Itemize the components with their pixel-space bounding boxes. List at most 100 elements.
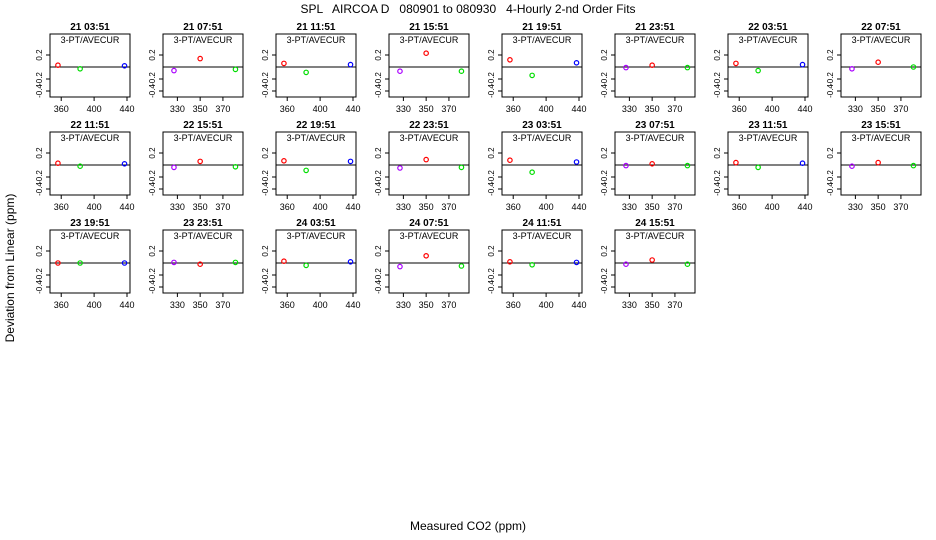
data-point — [77, 66, 83, 72]
y-tick-label: -0.2 — [487, 170, 496, 184]
y-tick-label: 0.2 — [826, 49, 835, 61]
data-point — [623, 261, 629, 268]
panel-frame — [275, 229, 357, 294]
panel: 21 07:51 3-PT/AVECUR -0.4-0.2 0.2 330 350 370 — [148, 22, 244, 114]
panel-method-label: 3-PT/AVECUR — [513, 231, 572, 241]
data-point — [755, 67, 761, 74]
panel-title: 22 07:51 — [861, 22, 901, 33]
data-point — [197, 158, 203, 165]
data-point — [623, 162, 629, 169]
panel: 23 11:51 3-PT/AVECUR -0.4-0.2 0.2 360 400 440 — [713, 120, 813, 212]
x-axis-label: Measured CO2 (ppm) — [409, 519, 527, 533]
panel-frame — [501, 33, 583, 98]
y-tick-label: -0.4 — [487, 280, 496, 294]
panel-title: 24 15:51 — [635, 218, 675, 229]
data-point — [347, 258, 354, 265]
x-tick-label: 370 — [441, 202, 456, 212]
y-tick-label: -0.4 — [713, 84, 722, 98]
x-tick-label: 440 — [571, 104, 586, 114]
panel-title: 21 23:51 — [635, 22, 675, 33]
y-tick-label: 0.2 — [713, 147, 722, 159]
x-tick-label: 440 — [119, 300, 134, 310]
panel-title: 23 07:51 — [635, 120, 675, 131]
x-tick-label: 370 — [441, 300, 456, 310]
data-point — [458, 164, 465, 171]
panel-title: 23 23:51 — [183, 218, 223, 229]
data-point — [397, 263, 403, 270]
panel-title: 21 19:51 — [522, 22, 562, 33]
y-tick-label: 0.2 — [600, 49, 609, 61]
x-tick-label: 400 — [313, 300, 328, 310]
x-tick-label: 400 — [539, 202, 554, 212]
x-tick-label: 330 — [622, 104, 637, 114]
data-point — [197, 261, 203, 268]
x-tick-label: 330 — [396, 300, 411, 310]
data-point — [649, 257, 655, 263]
x-tick-label: 400 — [87, 202, 102, 212]
panel-method-label: 3-PT/AVECUR — [61, 231, 120, 241]
y-tick-label: -0.4 — [487, 182, 496, 196]
y-tick-label: -0.2 — [261, 268, 270, 282]
data-point — [303, 262, 309, 269]
data-point — [121, 260, 128, 266]
data-point — [303, 69, 309, 76]
data-point — [458, 263, 465, 269]
y-tick-label: -0.4 — [261, 84, 270, 98]
x-tick-label: 440 — [119, 104, 134, 114]
x-tick-label: 330 — [396, 202, 411, 212]
y-tick-label: -0.2 — [35, 72, 44, 86]
data-point — [121, 63, 128, 69]
panel-method-label: 3-PT/AVECUR — [400, 35, 459, 45]
x-tick-label: 360 — [280, 300, 295, 310]
panel-method-label: 3-PT/AVECUR — [400, 133, 459, 143]
x-tick-label: 400 — [765, 202, 780, 212]
panel-frame — [275, 33, 357, 98]
panel-frame — [388, 131, 470, 196]
panel: 24 11:51 3-PT/AVECUR -0.4-0.2 0.2 360 400 440 — [487, 218, 587, 310]
panel-title: 21 11:51 — [297, 22, 336, 33]
panel: 22 19:51 3-PT/AVECUR -0.4-0.2 0.2 360 400 440 — [261, 120, 361, 212]
y-tick-label: -0.2 — [148, 170, 157, 184]
data-point — [171, 67, 177, 74]
panel-title: 21 15:51 — [409, 22, 449, 33]
data-point — [684, 261, 691, 268]
y-tick-label: -0.4 — [487, 84, 496, 98]
data-point — [423, 156, 429, 163]
x-tick-label: 350 — [871, 104, 886, 114]
panel-frame — [388, 33, 470, 98]
data-point — [423, 50, 429, 57]
panel-title: 21 07:51 — [183, 22, 223, 33]
panel-title: 23 15:51 — [861, 120, 901, 131]
panel-method-label: 3-PT/AVECUR — [174, 231, 233, 241]
data-point — [197, 55, 203, 62]
y-tick-label: -0.4 — [261, 182, 270, 196]
x-tick-label: 350 — [645, 300, 660, 310]
data-point — [649, 62, 655, 68]
panel-frame — [840, 33, 922, 98]
y-tick-label: 0.2 — [487, 245, 496, 257]
x-tick-label: 360 — [732, 202, 747, 212]
panel: 24 15:51 3-PT/AVECUR -0.4-0.2 0.2 330 350 370 — [600, 218, 696, 310]
data-point — [849, 66, 855, 72]
x-tick-label: 360 — [732, 104, 747, 114]
panel-title: 24 07:51 — [409, 218, 449, 229]
y-tick-label: -0.2 — [148, 268, 157, 282]
panel-title: 22 03:51 — [748, 22, 788, 33]
data-point — [573, 59, 580, 66]
x-tick-label: 370 — [893, 104, 908, 114]
y-tick-label: -0.4 — [600, 280, 609, 294]
panel-frame — [727, 33, 809, 98]
x-tick-label: 400 — [87, 104, 102, 114]
y-tick-label: -0.4 — [713, 182, 722, 196]
panel-title: 23 19:51 — [70, 218, 110, 229]
data-point — [507, 157, 513, 164]
x-tick-label: 400 — [313, 202, 328, 212]
data-point — [458, 68, 465, 75]
x-tick-label: 330 — [848, 202, 863, 212]
data-point — [397, 68, 403, 75]
x-tick-label: 370 — [893, 202, 908, 212]
panel-frame — [162, 229, 244, 294]
y-tick-label: 0.2 — [600, 245, 609, 257]
panel-title: 22 23:51 — [409, 120, 449, 131]
